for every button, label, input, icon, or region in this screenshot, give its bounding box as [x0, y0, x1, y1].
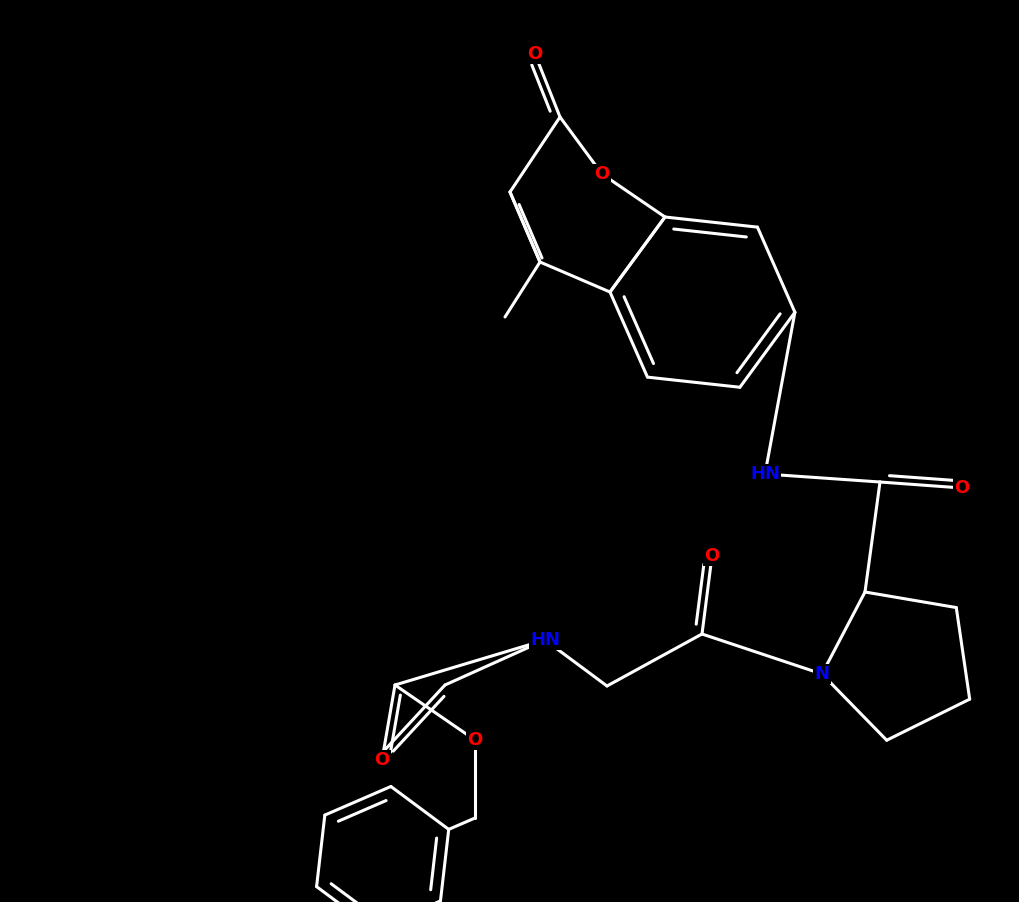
Text: O: O: [374, 751, 389, 769]
Text: O: O: [704, 547, 719, 565]
Text: O: O: [954, 479, 969, 497]
Text: O: O: [594, 165, 609, 183]
Text: N: N: [814, 665, 828, 683]
Text: O: O: [467, 731, 482, 749]
Text: HN: HN: [749, 465, 780, 483]
Text: O: O: [527, 45, 542, 63]
Text: HN: HN: [530, 631, 559, 649]
